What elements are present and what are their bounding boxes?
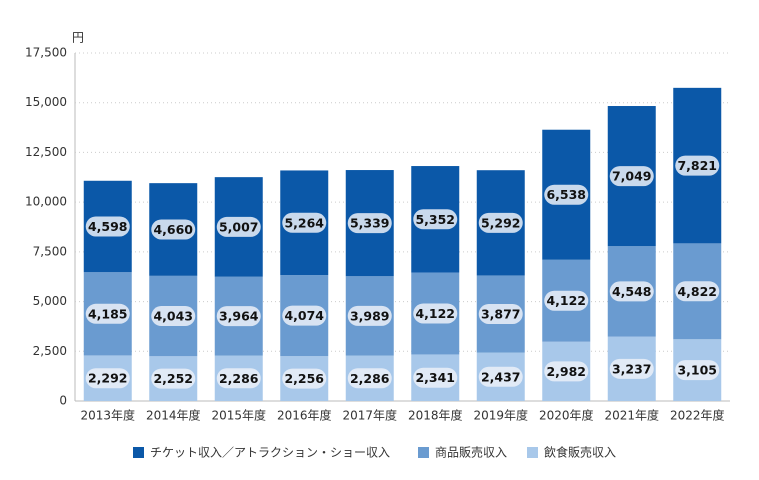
value-label-bg [544,290,589,311]
value-label: 2,286 [219,371,259,386]
value-label-bg [544,184,589,205]
value-label-bg [347,213,392,234]
value-label: 5,264 [284,215,324,230]
legend-swatch [527,447,538,458]
value-label: 4,074 [284,308,324,323]
value-label-bg [347,305,392,326]
value-label-bg [675,281,720,302]
value-label-bg [478,366,523,387]
value-label-bg [216,306,261,327]
value-label: 2,982 [546,364,586,379]
value-label-bg [609,281,654,302]
value-label-bg [85,216,130,237]
value-label: 4,122 [546,293,586,308]
value-label: 4,598 [88,219,128,234]
legend-swatch [133,447,144,458]
x-tick-label: 2020年度 [539,408,594,423]
value-label-bg [609,166,654,187]
x-tick-label: 2019年度 [473,408,528,423]
legend-label: 飲食販売収入 [544,445,616,460]
value-label-bg [282,368,327,389]
x-tick-label: 2013年度 [80,408,135,423]
value-label-bg [282,212,327,233]
value-label: 7,049 [612,169,652,184]
x-tick-label: 2014年度 [146,408,201,423]
value-label: 3,964 [219,309,259,324]
y-tick-label: 2,500 [33,344,67,358]
value-label-bg [85,368,130,389]
value-label: 2,437 [481,369,521,384]
value-label-bg [347,368,392,389]
value-label: 5,292 [481,215,521,230]
y-tick-label: 17,500 [25,46,67,60]
value-label-bg [151,368,196,389]
value-label-bg [413,209,458,230]
value-label-bg [544,361,589,382]
y-tick-label: 15,000 [25,95,67,109]
value-label: 4,185 [88,306,128,321]
value-label-bg [216,368,261,389]
value-label: 4,122 [415,306,455,321]
value-label-bg [675,155,720,176]
value-label: 3,877 [481,306,521,321]
value-label: 5,007 [219,219,259,234]
value-label-bg [413,303,458,324]
x-tick-label: 2021年度 [604,408,659,423]
y-unit: 円 [72,31,84,45]
value-label-bg [151,306,196,327]
value-label: 4,660 [153,222,193,237]
value-label: 4,822 [677,284,717,299]
value-label-bg [478,212,523,233]
legend-swatch [418,447,429,458]
value-label: 5,339 [350,216,390,231]
legend-label: チケット収入／アトラクション・ショー収入 [150,446,390,460]
value-label: 5,352 [415,212,455,227]
value-label-bg [282,305,327,326]
x-tick-label: 2018年度 [408,408,463,423]
value-label: 6,538 [546,187,586,202]
x-tick-label: 2015年度 [211,408,266,423]
value-label: 4,548 [612,284,652,299]
value-label: 2,256 [284,371,324,386]
value-label: 4,043 [153,309,193,324]
value-label: 2,286 [350,371,390,386]
y-tick-label: 0 [59,394,67,408]
value-label-bg [85,303,130,324]
value-label-bg [413,367,458,388]
x-tick-label: 2016年度 [277,408,332,423]
value-label: 7,821 [677,158,717,173]
value-label-bg [609,358,654,379]
value-label: 3,989 [350,308,390,323]
value-label: 3,237 [612,361,652,376]
x-tick-label: 2017年度 [342,408,397,423]
legend-label: 商品販売収入 [435,445,507,460]
y-tick-label: 7,500 [33,244,67,258]
value-label: 2,252 [153,371,193,386]
value-label-bg [675,360,720,381]
value-label-bg [151,219,196,240]
x-tick-label: 2022年度 [670,408,725,423]
y-tick-label: 5,000 [33,294,67,308]
value-label: 2,292 [88,371,128,386]
y-tick-label: 10,000 [25,195,67,209]
value-label-bg [478,303,523,324]
y-tick-label: 12,500 [25,145,67,159]
value-label: 2,341 [415,370,455,385]
value-label: 3,105 [677,363,717,378]
value-label-bg [216,216,261,237]
